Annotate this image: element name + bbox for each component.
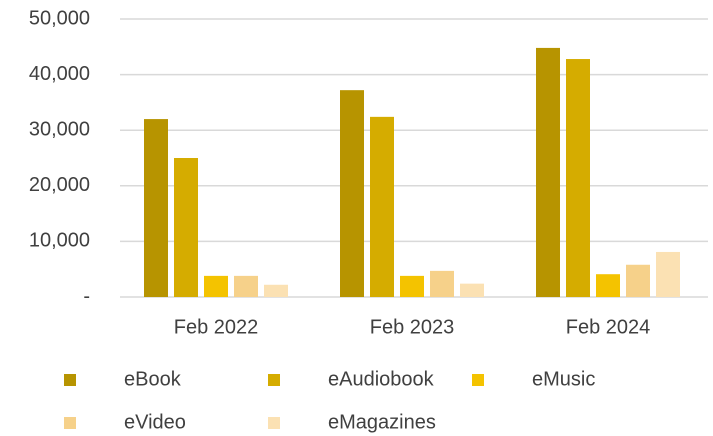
legend-swatch bbox=[268, 374, 280, 386]
y-tick-label: 50,000 bbox=[29, 7, 90, 29]
bar bbox=[174, 158, 198, 297]
legend-label: eMagazines bbox=[328, 411, 436, 433]
legend-swatch bbox=[64, 374, 76, 386]
bar bbox=[430, 270, 454, 297]
bar bbox=[626, 264, 650, 297]
x-tick-label: Feb 2024 bbox=[566, 316, 651, 338]
y-tick-label: 40,000 bbox=[29, 63, 90, 85]
bar bbox=[400, 275, 424, 297]
bar bbox=[536, 47, 560, 297]
bar bbox=[460, 283, 484, 297]
legend-label: eAudiobook bbox=[328, 368, 435, 390]
bar bbox=[234, 275, 258, 297]
bar bbox=[596, 274, 620, 297]
legend-swatch bbox=[64, 417, 76, 429]
legend-label: eBook bbox=[124, 368, 182, 390]
bar bbox=[340, 90, 364, 297]
bar bbox=[204, 275, 228, 297]
bar bbox=[566, 59, 590, 298]
bar bbox=[370, 116, 394, 297]
y-tick-label: 30,000 bbox=[29, 118, 90, 140]
bar bbox=[144, 119, 168, 297]
legend-label: eVideo bbox=[124, 411, 186, 433]
legend-label: eMusic bbox=[532, 368, 595, 390]
legend-swatch bbox=[268, 417, 280, 429]
legend-swatch bbox=[472, 374, 484, 386]
y-tick-label: - bbox=[83, 285, 90, 307]
y-tick-label: 20,000 bbox=[29, 174, 90, 196]
bar bbox=[264, 284, 288, 297]
bar bbox=[656, 251, 680, 297]
x-tick-label: Feb 2023 bbox=[370, 316, 455, 338]
x-tick-label: Feb 2022 bbox=[174, 316, 259, 338]
y-tick-label: 10,000 bbox=[29, 230, 90, 252]
